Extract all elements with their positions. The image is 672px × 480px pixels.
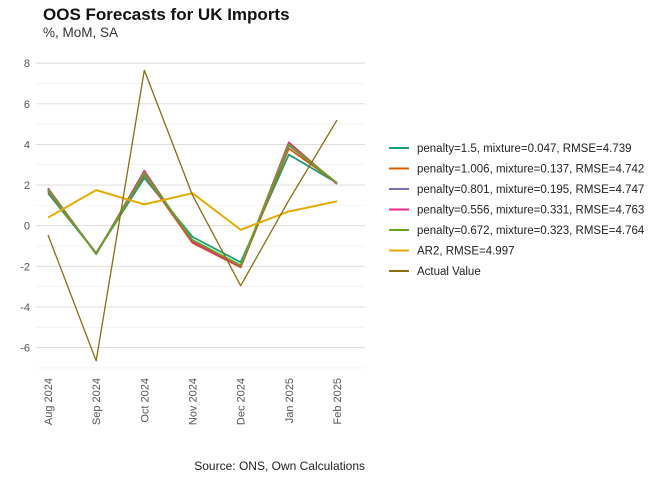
- y-tick-label: 8: [24, 58, 30, 70]
- y-tick-label: -4: [20, 302, 30, 314]
- x-tick-label: Nov 2024: [188, 378, 200, 425]
- legend-label: penalty=0.672, mixture=0.323, RMSE=4.764: [417, 225, 645, 237]
- y-tick-label: 6: [24, 99, 30, 111]
- legend-label: penalty=0.556, mixture=0.331, RMSE=4.763: [417, 205, 644, 217]
- chart-title: OOS Forecasts for UK Imports: [43, 5, 290, 24]
- y-tick-label: -6: [20, 343, 30, 355]
- x-tick-label: Feb 2025: [332, 378, 344, 424]
- series-lines: [47, 69, 338, 362]
- x-axis-tick-labels: Aug 2024 Sep 2024 Oct 2024 Nov 2024 Dec 2024…: [43, 378, 344, 425]
- legend-label: Actual Value: [417, 266, 481, 278]
- y-tick-label: 2: [24, 180, 30, 192]
- y-tick-label: 4: [24, 139, 30, 151]
- legend-label: penalty=1.5, mixture=0.047, RMSE=4.739: [417, 143, 631, 155]
- chart-caption: Source: ONS, Own Calculations: [194, 459, 365, 473]
- legend-label: AR2, RMSE=4.997: [417, 246, 514, 258]
- x-tick-label: Sep 2024: [91, 378, 103, 425]
- x-tick-label: Dec 2024: [236, 378, 248, 425]
- legend: penalty=1.5, mixture=0.047, RMSE=4.739 pe…: [389, 143, 645, 278]
- x-tick-label: Jan 2025: [284, 378, 296, 423]
- series-line: [47, 143, 338, 267]
- series-line: [47, 147, 338, 269]
- y-tick-label: -2: [20, 261, 30, 273]
- legend-label: penalty=1.006, mixture=0.137, RMSE=4.742: [417, 164, 644, 176]
- series-line: [47, 69, 338, 362]
- legend-label: penalty=0.801, mixture=0.195, RMSE=4.747: [417, 184, 644, 196]
- y-axis-tick-labels: -6 -4 -2 0 2 4 6 8: [20, 58, 30, 354]
- y-tick-label: 0: [24, 221, 30, 233]
- x-tick-label: Aug 2024: [43, 378, 55, 425]
- chart-subtitle: %, MoM, SA: [43, 25, 119, 40]
- series-line: [47, 189, 338, 231]
- x-tick-label: Oct 2024: [139, 378, 151, 423]
- grid-lines: [36, 62, 365, 369]
